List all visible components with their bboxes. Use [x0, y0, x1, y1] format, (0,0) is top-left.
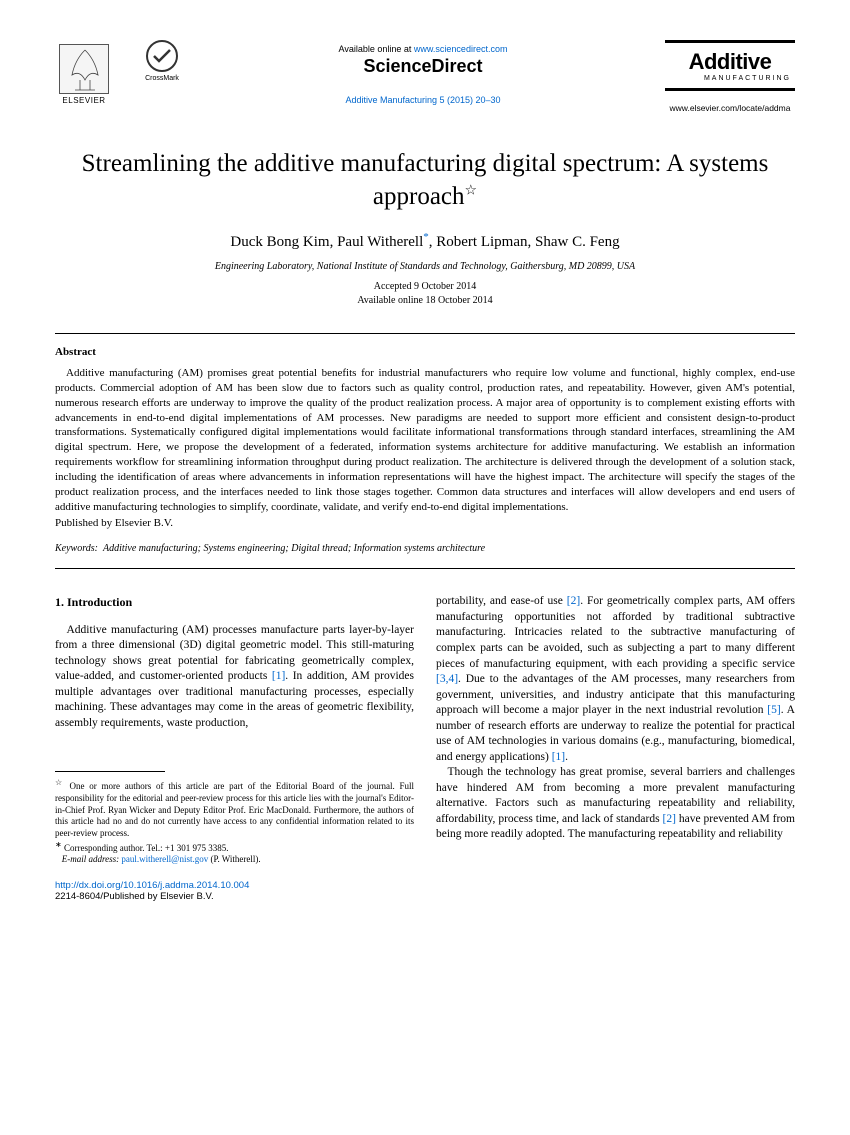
sciencedirect-logo: ScienceDirect	[181, 56, 665, 77]
published-by: Published by Elsevier B.V.	[55, 517, 795, 529]
article-title: Streamlining the additive manufacturing …	[55, 148, 795, 213]
available-online-text: Available online at www.sciencedirect.co…	[181, 44, 665, 54]
online-date: Available online 18 October 2014	[55, 294, 795, 308]
ref-link-5[interactable]: [5]	[767, 704, 780, 716]
author-list: Duck Bong Kim, Paul Witherell*, Robert L…	[55, 231, 795, 251]
title-section: Streamlining the additive manufacturing …	[55, 148, 795, 308]
article-dates: Accepted 9 October 2014 Available online…	[55, 280, 795, 308]
journal-citation[interactable]: Additive Manufacturing 5 (2015) 20–30	[181, 95, 665, 105]
journal-logo-word: Additive	[669, 49, 791, 75]
author-4: Shaw C. Feng	[535, 234, 620, 250]
column-right: portability, and ease-of use [2]. For ge…	[436, 594, 795, 866]
corresponding-asterisk: *	[423, 231, 429, 243]
divider-bottom	[55, 568, 795, 569]
ref-link-1b[interactable]: [1]	[552, 751, 565, 763]
crossmark-badge[interactable]: CrossMark	[143, 40, 181, 82]
author-3: Robert Lipman	[436, 234, 527, 250]
header-right: Additive MANUFACTURING www.elsevier.com/…	[665, 40, 795, 113]
affiliation: Engineering Laboratory, National Institu…	[55, 261, 795, 272]
journal-logo-sub: MANUFACTURING	[669, 75, 791, 82]
elsevier-logo: ELSEVIER	[55, 40, 113, 105]
ref-link-2b[interactable]: [2]	[663, 813, 676, 825]
page-header: ELSEVIER CrossMark Available online at w…	[55, 40, 795, 113]
journal-homepage-url[interactable]: www.elsevier.com/locate/addma	[665, 103, 795, 113]
ref-link-34[interactable]: [3,4]	[436, 673, 458, 685]
left-logo-group: ELSEVIER CrossMark	[55, 40, 181, 105]
author-2: Paul Witherell	[337, 234, 423, 250]
crossmark-label: CrossMark	[145, 75, 179, 82]
author-1: Duck Bong Kim	[230, 234, 329, 250]
accepted-date: Accepted 9 October 2014	[55, 280, 795, 294]
journal-logo: Additive MANUFACTURING	[665, 40, 795, 91]
intro-paragraph-1: Additive manufacturing (AM) processes ma…	[55, 623, 414, 732]
elsevier-tree-icon	[59, 44, 109, 94]
footnote-editorial: ☆ One or more authors of this article ar…	[55, 778, 414, 839]
issn-copyright: 2214-8604/Published by Elsevier B.V.	[55, 891, 795, 902]
intro-paragraph-1-cont: portability, and ease-of use [2]. For ge…	[436, 594, 795, 765]
doi-link[interactable]: http://dx.doi.org/10.1016/j.addma.2014.1…	[55, 880, 249, 891]
header-center: Available online at www.sciencedirect.co…	[181, 40, 665, 105]
intro-paragraph-2: Though the technology has great promise,…	[436, 765, 795, 843]
ref-link-1[interactable]: [1]	[272, 670, 285, 682]
sciencedirect-url[interactable]: www.sciencedirect.com	[414, 44, 508, 54]
footnote-email: E-mail address: paul.witherell@nist.gov …	[55, 854, 414, 866]
section-1-heading: 1. Introduction	[55, 594, 414, 610]
abstract-body: Additive manufacturing (AM) promises gre…	[55, 366, 795, 514]
abstract-heading: Abstract	[55, 346, 795, 358]
available-prefix: Available online at	[339, 44, 414, 54]
column-left: 1. Introduction Additive manufacturing (…	[55, 594, 414, 866]
footnote-divider	[55, 771, 165, 772]
ref-link-2[interactable]: [2]	[567, 595, 580, 607]
crossmark-icon	[146, 40, 178, 72]
elsevier-label: ELSEVIER	[62, 96, 105, 105]
footnotes-block: ☆ One or more authors of this article ar…	[55, 778, 414, 866]
doi-line: http://dx.doi.org/10.1016/j.addma.2014.1…	[55, 880, 795, 891]
keywords-list: Additive manufacturing; Systems engineer…	[103, 543, 485, 554]
corresponding-email[interactable]: paul.witherell@nist.gov	[121, 854, 208, 864]
keywords-line: Keywords: Additive manufacturing; System…	[55, 543, 795, 554]
keywords-label: Keywords:	[55, 543, 98, 554]
footnote-corresponding: ∗ Corresponding author. Tel.: +1 301 975…	[55, 840, 414, 855]
body-columns: 1. Introduction Additive manufacturing (…	[55, 594, 795, 866]
title-footnote-star: ☆	[465, 183, 478, 198]
divider-top	[55, 333, 795, 334]
